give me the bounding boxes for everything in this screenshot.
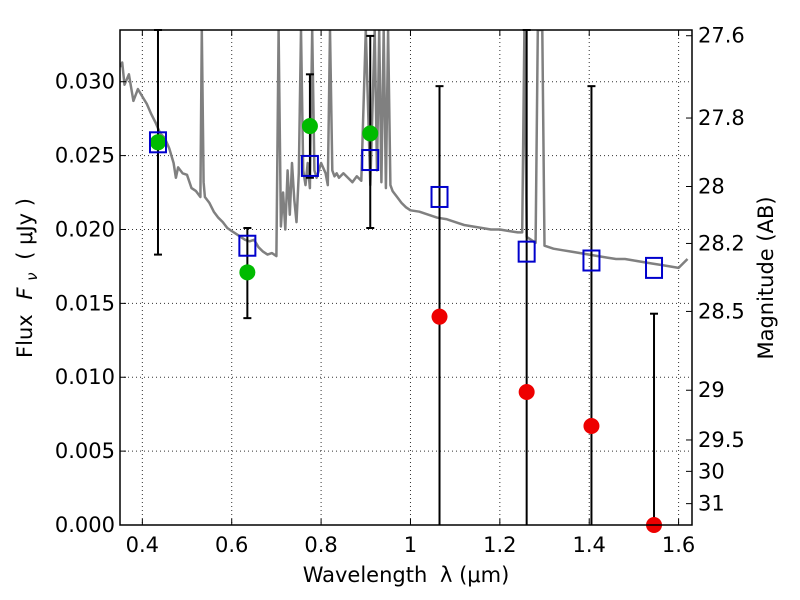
y2-tick-label: 27.8 — [698, 106, 745, 130]
model-square — [517, 240, 536, 263]
x-tick-label: 1.6 — [662, 533, 695, 557]
y-axis-label-math: F — [13, 287, 37, 300]
x-axis-label-text: Wavelength — [303, 563, 428, 587]
plot-markers — [148, 29, 664, 533]
y-tick-label: 0.010 — [55, 365, 115, 389]
y2-tick-label: 31 — [698, 492, 725, 516]
x-tick-label: 1 — [404, 533, 417, 557]
non-detection-point — [583, 418, 600, 434]
x-axis-label-math: λ (μm) — [440, 563, 509, 587]
x-tick-label: 0.4 — [126, 533, 159, 557]
non-detection-point — [431, 308, 448, 325]
y2-axis-label: Magnitude (AB) — [754, 196, 778, 359]
model-square — [238, 234, 257, 257]
y-axis-label-sub: ν — [23, 272, 41, 280]
y2-tick-label: 28 — [698, 174, 725, 198]
y-axis-label: Flux F ν ( μJy ) — [13, 198, 42, 358]
y-tick-label: 0.015 — [55, 291, 115, 315]
y2-tick-label: 29.5 — [698, 428, 745, 452]
y-tick-label: 0.025 — [55, 144, 115, 168]
y2-tick-label: 30 — [698, 459, 725, 483]
detection-point — [149, 134, 166, 151]
model-square — [645, 256, 664, 279]
y-tick-label: 0.000 — [55, 513, 115, 537]
y2-tick-label: 28.2 — [698, 231, 745, 255]
x-tick-label: 1.4 — [573, 533, 606, 557]
spectrum-line — [120, 30, 689, 270]
x-tick-label: 0.8 — [304, 533, 337, 557]
axis-ticks: 0.4 0.6 0.8 1 1.2 1.4 1.6 0.000 0.005 0.010 0.015 0… — [55, 24, 745, 557]
model-square — [430, 185, 449, 208]
model-square — [300, 154, 319, 177]
x-tick-label: 1.2 — [483, 533, 516, 557]
plot-data — [120, 30, 689, 270]
y-tick-label: 0.020 — [55, 217, 115, 241]
y-tick-label: 0.030 — [55, 70, 115, 94]
y-axis-label-unit: ( μJy ) — [13, 198, 37, 260]
x-axis-label: Wavelength λ (μm) — [303, 563, 510, 587]
x-tick-label: 0.6 — [215, 533, 248, 557]
detection-point — [239, 264, 256, 281]
detection-point — [362, 125, 379, 142]
plot-frame — [119, 29, 693, 526]
model-square — [148, 131, 167, 154]
y2-tick-label: 27.6 — [698, 24, 745, 48]
detection-point — [301, 118, 318, 135]
y2-tick-label: 28.5 — [698, 299, 745, 323]
y-tick-label: 0.005 — [55, 439, 115, 463]
y2-tick-label: 29 — [698, 378, 725, 402]
model-square — [582, 249, 601, 272]
y-axis-label-text: Flux — [13, 314, 37, 358]
model-square — [361, 149, 380, 172]
non-detection-point — [518, 384, 535, 401]
